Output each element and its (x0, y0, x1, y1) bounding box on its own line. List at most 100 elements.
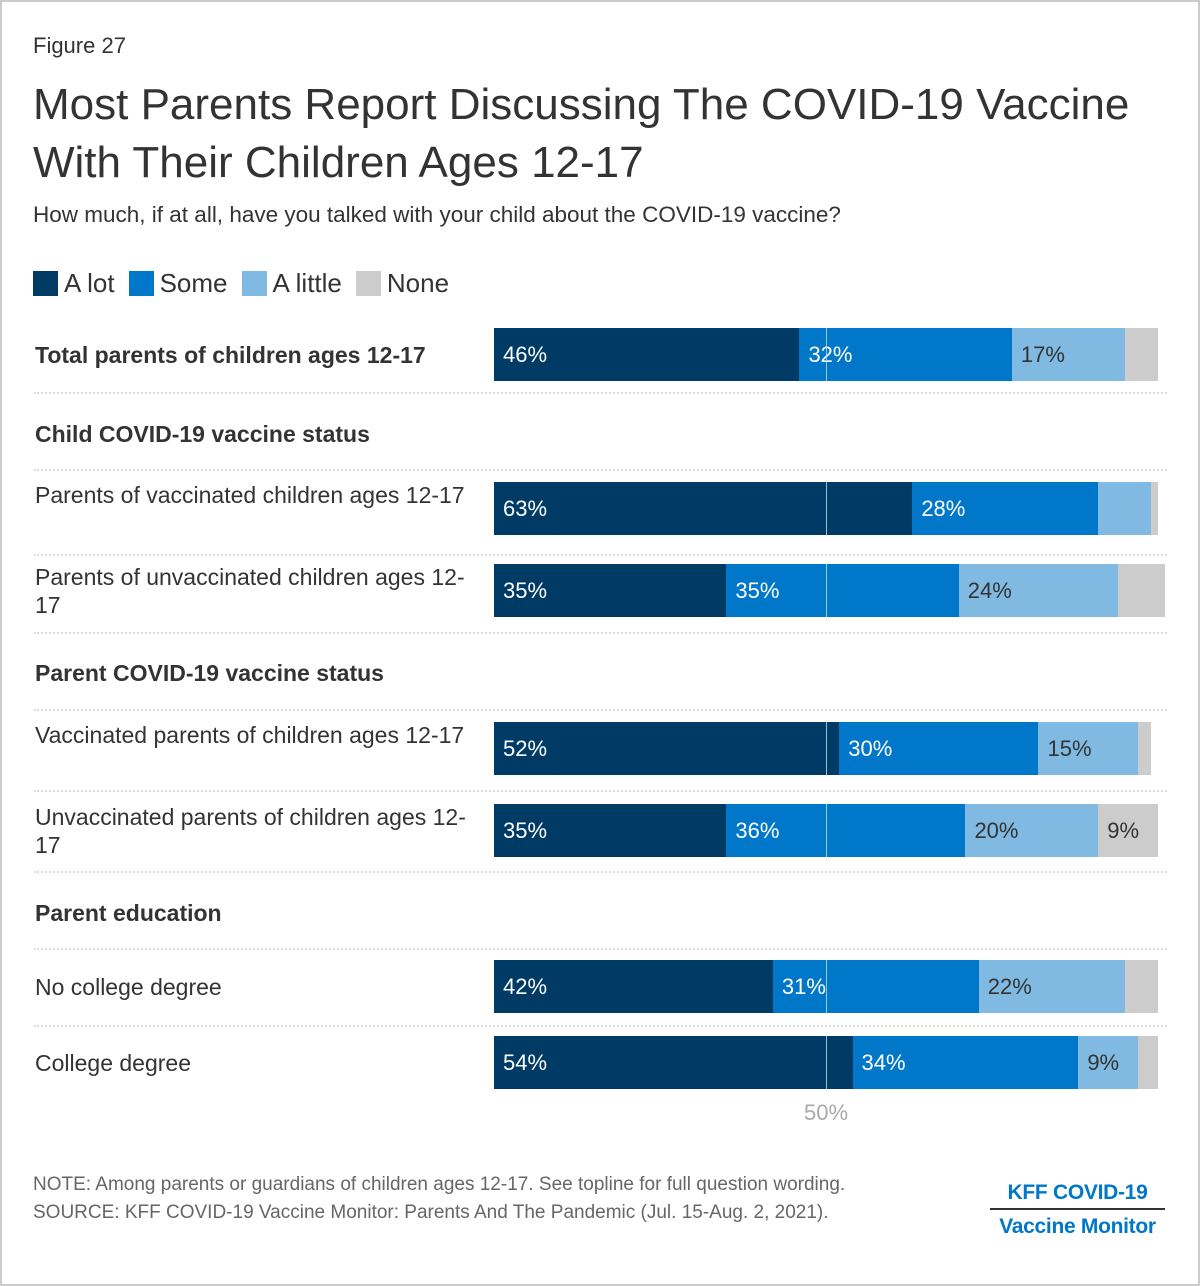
section-heading: Parent COVID-19 vaccine status (35, 660, 384, 686)
reference-line-50 (826, 804, 827, 857)
bar-segment-a-lot (494, 482, 913, 535)
bar-segment-none (1151, 482, 1158, 535)
row-label: No college degree (35, 974, 222, 1000)
bar-segment-some (839, 722, 1039, 775)
bar-segment-none (1098, 804, 1158, 857)
legend-swatch-a-little (241, 271, 267, 296)
data-label-a-little: 24% (967, 578, 1012, 603)
row-label: College degree (35, 1050, 192, 1076)
brand-rule (990, 1208, 1165, 1210)
bar-segment-none (1138, 722, 1152, 775)
data-label-a-lot: 42% (503, 974, 548, 999)
data-label-a-lot: 35% (503, 818, 548, 843)
brand-top-text: KFF COVID-19 (1007, 1181, 1148, 1204)
legend: A lot Some A little None (33, 268, 463, 299)
bar-segment-a-lot (494, 804, 727, 857)
row-divider (34, 871, 1167, 873)
data-label-a-little: 20% (974, 818, 1019, 843)
brand-bottom-text: Vaccine Monitor (999, 1215, 1156, 1238)
bar-segment-some (799, 328, 1012, 381)
bar-segment-some (726, 804, 966, 857)
chart-subtitle: How much, if at all, have you talked wit… (33, 202, 841, 227)
legend-item-a-little: A little (241, 268, 342, 299)
reference-line-50 (826, 482, 827, 535)
bar-segment-none (1138, 1036, 1158, 1089)
bar-segment-some (852, 1036, 1079, 1089)
data-label-some: 32% (808, 342, 853, 367)
legend-swatch-a-lot (33, 271, 58, 296)
data-label-none: 9% (1107, 818, 1140, 843)
bar-segment-a-little (1098, 482, 1152, 535)
data-label-a-little: 22% (987, 974, 1032, 999)
row-label: Parents of unvaccinated children ages 12… (35, 564, 465, 618)
section-heading: Parent education (35, 900, 222, 926)
reference-line-50 (826, 1036, 827, 1089)
bar-segment-some (726, 564, 959, 617)
legend-label: A lot (64, 268, 115, 298)
reference-line-label: 50% (804, 1100, 849, 1125)
legend-label: Some (159, 268, 228, 298)
data-label-some: 36% (735, 818, 780, 843)
data-label-a-lot: 52% (503, 736, 548, 761)
note-text: NOTE: Among parents or guardians of chil… (33, 1174, 846, 1195)
bar-segment-none (1118, 564, 1165, 617)
row-divider (34, 709, 1167, 711)
legend-label: None (386, 268, 450, 298)
row-label: Parents of vaccinated children ages 12-1… (35, 482, 465, 508)
bar-segment-a-lot (494, 722, 840, 775)
row-label: Unvaccinated parents of children ages 12… (35, 804, 466, 858)
reference-line-50 (826, 960, 827, 1013)
data-label-a-lot: 35% (503, 578, 548, 603)
legend-item-a-lot: A lot (33, 268, 115, 299)
legend-item-some: Some (128, 268, 228, 299)
row-divider (34, 1025, 1167, 1027)
row-divider (34, 948, 1167, 950)
bar-segment-a-lot (494, 328, 800, 381)
bar-segment-none (1124, 960, 1158, 1013)
legend-swatch-some (128, 271, 154, 296)
reference-line-50 (826, 722, 827, 775)
row-label: Total parents of children ages 12-17 (35, 342, 426, 368)
chart-title: Most Parents Report Discussing The COVID… (33, 80, 1130, 187)
row-divider (34, 469, 1167, 471)
bar-segment-none (1124, 328, 1158, 381)
section-heading: Child COVID-19 vaccine status (35, 421, 370, 447)
reference-line-50 (826, 564, 827, 617)
bar-segment-a-little (1038, 722, 1139, 775)
bar-segment-a-lot (494, 564, 727, 617)
bar-segment-a-little (958, 564, 1119, 617)
source-text: SOURCE: KFF COVID-19 Vaccine Monitor: Pa… (33, 1202, 829, 1223)
bar-segment-a-little (1011, 328, 1125, 381)
kff-logo: KFF COVID-19 Vaccine Monitor (990, 1180, 1165, 1240)
data-label-a-lot: 46% (503, 342, 548, 367)
data-label-some: 30% (848, 736, 893, 761)
row-divider (34, 392, 1167, 394)
data-label-a-little: 17% (1020, 342, 1065, 367)
legend-swatch-none (355, 271, 381, 296)
bar-segment-a-little (978, 960, 1125, 1013)
row-label: Vaccinated parents of children ages 12-1… (35, 722, 465, 748)
legend-item-none: None (355, 268, 450, 299)
bar-segment-a-little (1078, 1036, 1139, 1089)
row-divider (34, 790, 1167, 792)
figure-number: Figure 27 (33, 33, 126, 58)
row-divider (34, 632, 1167, 634)
data-label-some: 35% (735, 578, 780, 603)
bar-segment-a-lot (494, 1036, 853, 1089)
bar-segment-some (912, 482, 1099, 535)
reference-line-50 (826, 328, 827, 381)
footnote: NOTE: Among parents or guardians of chil… (33, 1171, 933, 1227)
data-label-a-little: 9% (1087, 1050, 1120, 1075)
row-divider (34, 554, 1167, 556)
bar-segment-a-little (965, 804, 1099, 857)
bar-segment-a-lot (494, 960, 773, 1013)
data-label-some: 28% (921, 496, 966, 521)
data-label-a-lot: 63% (503, 496, 548, 521)
bar-segment-some (772, 960, 979, 1013)
data-label-some: 31% (781, 974, 826, 999)
data-label-a-lot: 54% (503, 1050, 548, 1075)
legend-label: A little (272, 268, 342, 298)
data-label-a-little: 15% (1047, 736, 1092, 761)
data-label-some: 34% (861, 1050, 906, 1075)
